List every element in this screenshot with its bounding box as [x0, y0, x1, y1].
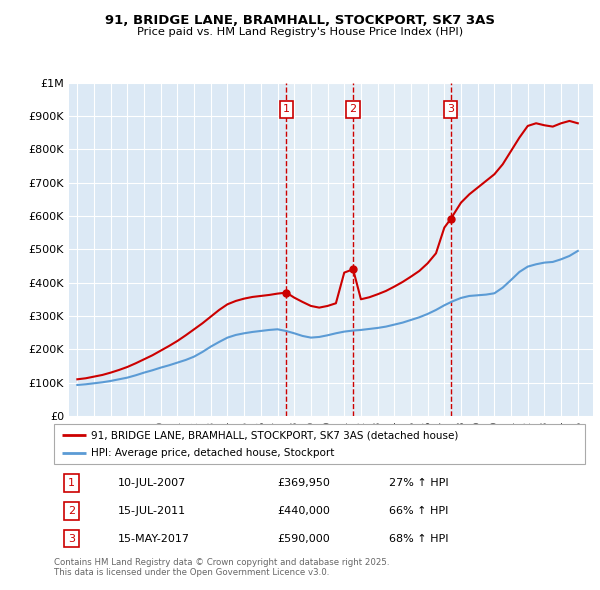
Text: £440,000: £440,000 [277, 506, 330, 516]
Text: 15-MAY-2017: 15-MAY-2017 [118, 533, 190, 543]
Text: 27% ↑ HPI: 27% ↑ HPI [389, 478, 448, 489]
Text: 10-JUL-2007: 10-JUL-2007 [118, 478, 186, 489]
Text: 2: 2 [350, 104, 356, 114]
Text: 68% ↑ HPI: 68% ↑ HPI [389, 533, 448, 543]
Text: 91, BRIDGE LANE, BRAMHALL, STOCKPORT, SK7 3AS (detached house): 91, BRIDGE LANE, BRAMHALL, STOCKPORT, SK… [91, 430, 458, 440]
Bar [353, 83, 451, 416]
Text: 91, BRIDGE LANE, BRAMHALL, STOCKPORT, SK7 3AS: 91, BRIDGE LANE, BRAMHALL, STOCKPORT, SK… [105, 14, 495, 27]
Text: 1: 1 [283, 104, 290, 114]
FancyBboxPatch shape [54, 424, 585, 464]
Text: Contains HM Land Registry data © Crown copyright and database right 2025.: Contains HM Land Registry data © Crown c… [54, 558, 389, 566]
Text: Price paid vs. HM Land Registry's House Price Index (HPI): Price paid vs. HM Land Registry's House … [137, 27, 463, 37]
Text: 2: 2 [68, 506, 75, 516]
Bar [286, 83, 353, 416]
Text: £590,000: £590,000 [277, 533, 330, 543]
Text: 3: 3 [68, 533, 75, 543]
Text: This data is licensed under the Open Government Licence v3.0.: This data is licensed under the Open Gov… [54, 568, 329, 576]
Text: £369,950: £369,950 [277, 478, 330, 489]
Text: HPI: Average price, detached house, Stockport: HPI: Average price, detached house, Stoc… [91, 448, 335, 458]
Text: 15-JUL-2011: 15-JUL-2011 [118, 506, 186, 516]
Text: 66% ↑ HPI: 66% ↑ HPI [389, 506, 448, 516]
Text: 3: 3 [447, 104, 454, 114]
Text: 1: 1 [68, 478, 75, 489]
